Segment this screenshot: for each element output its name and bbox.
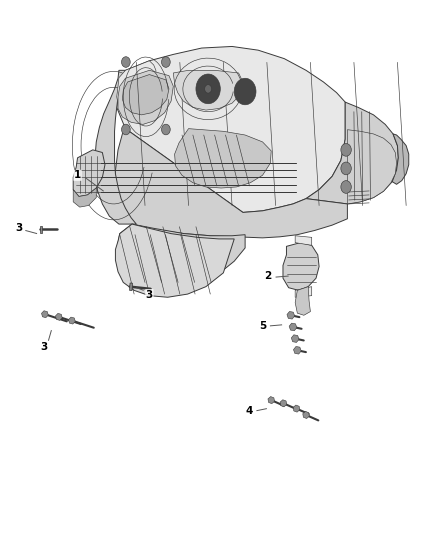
Circle shape [121, 124, 130, 135]
Circle shape [162, 56, 170, 67]
Polygon shape [95, 70, 136, 224]
Polygon shape [117, 46, 345, 213]
Text: 2: 2 [265, 271, 272, 281]
Polygon shape [293, 346, 301, 354]
Circle shape [200, 79, 216, 99]
Polygon shape [115, 128, 347, 238]
Polygon shape [116, 224, 234, 297]
Text: 3: 3 [15, 223, 22, 233]
Polygon shape [295, 236, 312, 245]
Polygon shape [56, 313, 62, 320]
Polygon shape [122, 75, 169, 115]
Polygon shape [117, 61, 156, 103]
Polygon shape [303, 411, 309, 418]
Polygon shape [73, 150, 105, 197]
Circle shape [121, 56, 130, 67]
Circle shape [341, 143, 351, 156]
Circle shape [341, 162, 351, 175]
Polygon shape [295, 287, 311, 316]
Text: 4: 4 [246, 406, 253, 416]
Polygon shape [118, 224, 245, 285]
Polygon shape [73, 188, 96, 207]
Circle shape [341, 181, 351, 193]
Text: 1: 1 [74, 171, 81, 180]
Polygon shape [347, 130, 396, 204]
Polygon shape [392, 134, 409, 184]
Polygon shape [175, 128, 271, 188]
Polygon shape [42, 311, 48, 318]
Polygon shape [68, 317, 75, 324]
Text: 3: 3 [146, 289, 153, 300]
Polygon shape [289, 323, 297, 331]
Polygon shape [287, 311, 295, 319]
Polygon shape [118, 70, 173, 124]
Text: 3: 3 [40, 342, 48, 352]
Circle shape [162, 124, 170, 135]
Polygon shape [40, 225, 42, 233]
Polygon shape [291, 335, 299, 342]
Circle shape [234, 78, 256, 105]
Text: 5: 5 [259, 321, 267, 331]
Polygon shape [268, 397, 275, 403]
Circle shape [196, 74, 220, 104]
Polygon shape [280, 400, 287, 407]
Polygon shape [173, 70, 243, 110]
Polygon shape [293, 405, 300, 412]
Polygon shape [295, 287, 312, 297]
Polygon shape [283, 243, 319, 290]
Circle shape [205, 85, 212, 93]
Polygon shape [306, 102, 398, 204]
Polygon shape [130, 283, 133, 290]
